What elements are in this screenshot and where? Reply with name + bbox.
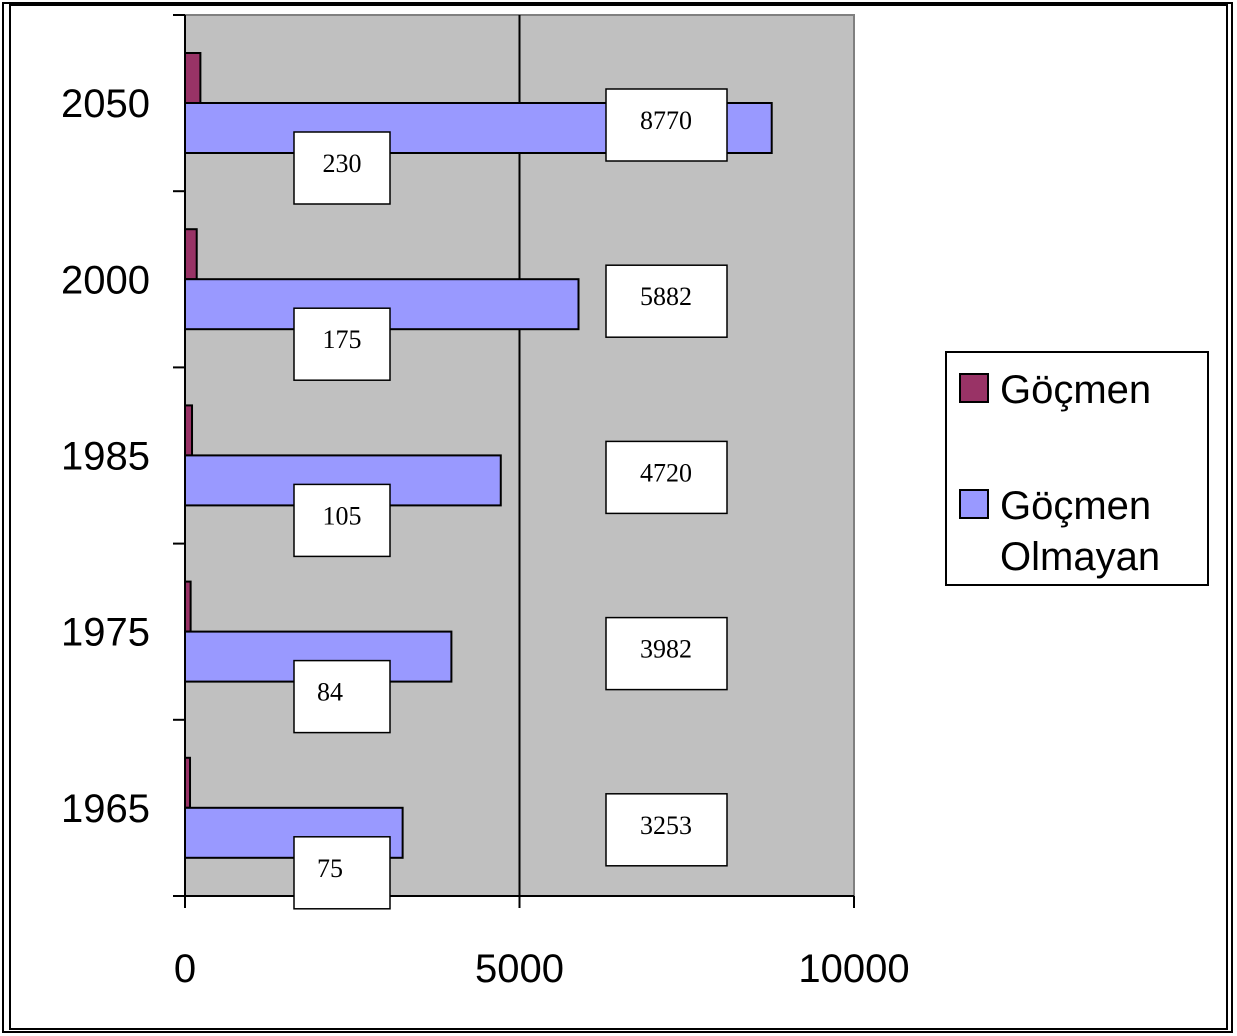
bar-gocmen: [184, 52, 202, 104]
data-label-gocmen: 75: [317, 854, 343, 883]
data-label-gocmen: 84: [317, 678, 343, 707]
data-label-gocmen: 105: [323, 501, 362, 530]
data-label-box-gocmen-olmayan: [605, 616, 728, 691]
data-label-gocmen-olmayan: 8770: [640, 106, 692, 135]
data-label-gocmen-olmayan: 3982: [640, 635, 692, 664]
data-label-box-gocmen: [293, 483, 391, 558]
bar-gocmen: [184, 404, 194, 457]
data-label-box-gocmen-olmayan: [605, 793, 728, 867]
data-label-gocmen-olmayan: 4720: [640, 458, 692, 487]
data-label-box-gocmen-olmayan: [605, 440, 728, 515]
y-tick-label: 2000: [61, 258, 150, 302]
legend-swatch: [959, 373, 989, 403]
data-label-box-gocmen: [293, 307, 391, 381]
legend-swatch: [959, 489, 989, 519]
bar-gocmen: [184, 580, 192, 633]
bar-gocmen: [184, 228, 198, 281]
chart-frame-inner: [9, 4, 1228, 1030]
legend-label: Göçmen: [1000, 368, 1151, 412]
data-label-box-gocmen: [293, 659, 391, 734]
data-label-gocmen-olmayan: 3253: [640, 811, 692, 840]
data-label-gocmen: 230: [323, 149, 362, 178]
y-tick-label: 1965: [61, 787, 150, 831]
data-label-box-gocmen: [293, 836, 391, 910]
data-label-gocmen-olmayan: 5882: [640, 282, 692, 311]
y-tick-label: 1975: [61, 611, 150, 655]
bar-gocmen: [184, 756, 192, 809]
x-tick-label: 10000: [798, 947, 909, 991]
y-tick-label: 2050: [61, 82, 150, 126]
y-tick-label: 1985: [61, 435, 150, 479]
legend-box: [945, 351, 1209, 586]
x-tick-label: 5000: [475, 947, 564, 991]
data-label-box-gocmen: [293, 131, 391, 205]
legend-label: Olmayan: [1000, 535, 1160, 579]
data-label-box-gocmen-olmayan: [605, 88, 728, 162]
data-label-box-gocmen-olmayan: [605, 264, 728, 338]
legend-label: Göçmen: [1000, 484, 1151, 528]
x-tick-label: 0: [174, 947, 196, 991]
data-label-gocmen: 175: [323, 325, 362, 354]
